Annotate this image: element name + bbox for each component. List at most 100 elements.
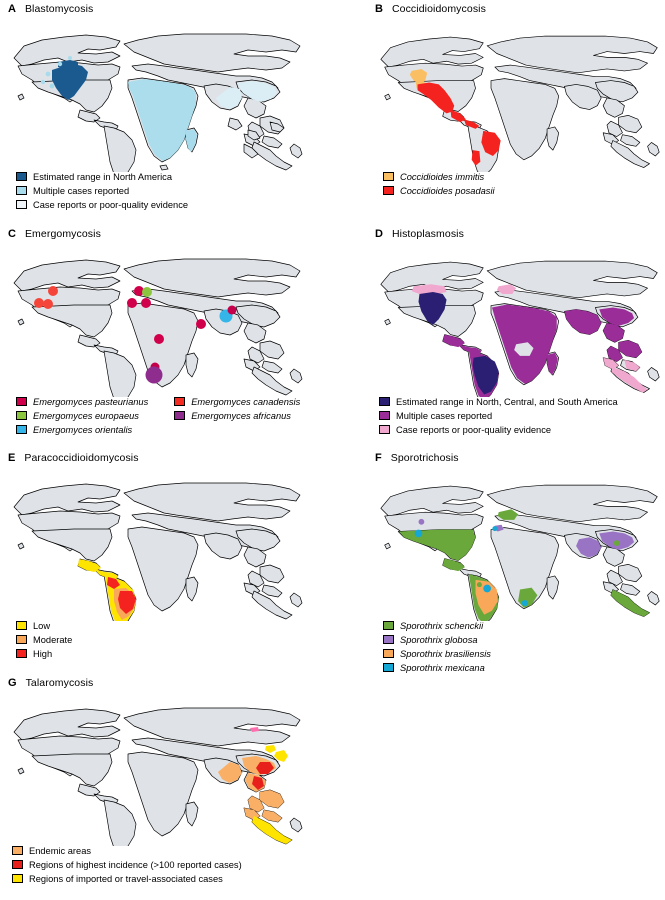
marker-south-africa-mexicana	[521, 599, 528, 607]
legend-swatch	[16, 172, 27, 181]
panel-B-map	[375, 22, 665, 172]
panel-A-letter: A	[8, 3, 16, 15]
legend-item: Emergomyces orientalis	[16, 423, 148, 436]
panel-C-title: Emergomycosis	[24, 228, 101, 240]
legend-swatch	[379, 397, 390, 406]
panel-G-letter: G	[8, 677, 17, 689]
region-case-reports	[411, 284, 648, 393]
legend-item: Regions of imported or travel-associated…	[12, 872, 242, 885]
panel-A-title: Blastomycosis	[24, 3, 94, 15]
legend-swatch	[12, 874, 23, 883]
marker-germany-europaeus	[142, 287, 152, 297]
marker-spain-pasteurianus	[127, 298, 137, 308]
panel-D-histoplasmosis: D Histoplasmosis	[375, 228, 665, 435]
region-russia-marker	[250, 727, 259, 732]
legend-swatch	[16, 635, 27, 644]
panel-D-title: Histoplasmosis	[391, 228, 464, 240]
panel-F-map	[375, 471, 665, 621]
region-brazil-high	[118, 591, 136, 614]
panel-G-header: G Talaromycosis	[8, 678, 308, 692]
panel-C-legend-column-2: Emergomyces canadensis Emergomyces afric…	[174, 395, 300, 437]
legend-swatch	[383, 621, 394, 630]
marker-europe-mexicana	[492, 526, 498, 532]
legend-swatch	[12, 846, 23, 855]
panel-E-header: E Paracoccidioidomycosis	[8, 453, 308, 467]
region-india-case-reports	[216, 81, 277, 109]
panel-F-sporotrichosis: F Sporotrichosis	[375, 452, 665, 673]
panel-C-header: C Emergomycosis	[8, 229, 308, 243]
panel-B-header: B Coccidioidomycosis	[375, 4, 665, 18]
marker-south-africa-africanus	[145, 366, 163, 384]
legend-label: Sporothrix globosa	[400, 634, 478, 645]
legend-item: Endemic areas	[12, 844, 242, 857]
legend-swatch	[383, 649, 394, 658]
legend-item: Regions of highest incidence (>100 repor…	[12, 858, 242, 871]
panel-E-title: Paracoccidioidomycosis	[24, 452, 139, 464]
panel-D-legend: Estimated range in North, Central, and S…	[379, 395, 618, 437]
panel-A-header: A Blastomycosis	[8, 4, 308, 18]
region-globosa	[418, 518, 635, 558]
legend-label: Regions of imported or travel-associated…	[29, 873, 223, 884]
region-estimated-range	[418, 292, 499, 395]
legend-swatch	[383, 186, 394, 195]
legend-item: Sporothrix globosa	[383, 633, 491, 646]
legend-swatch	[174, 411, 186, 420]
legend-label: Emergomyces orientalis	[33, 424, 133, 435]
legend-label: Multiple cases reported	[33, 185, 130, 196]
legend-label: Emergomyces canadensis	[191, 396, 301, 407]
legend-item: High	[16, 647, 72, 660]
panel-B-title: Coccidioidomycosis	[391, 3, 486, 15]
legend-swatch	[16, 425, 27, 434]
marker-uk-pasteurianus	[134, 286, 144, 296]
base-landmass	[380, 35, 660, 172]
marker-brazil-mexicana	[483, 584, 491, 593]
panel-E-map	[8, 471, 308, 621]
panel-E-letter: E	[8, 452, 16, 464]
panel-C-legend: Emergomyces pasteurianus Emergomyces eur…	[16, 395, 300, 437]
legend-label: Emergomyces europaeus	[33, 410, 139, 421]
panel-C-letter: C	[8, 228, 16, 240]
panel-G-talaromycosis: G Talaromycosis	[8, 678, 308, 884]
panel-G-title: Talaromycosis	[25, 677, 94, 689]
region-southeast-asia-endemic	[218, 756, 284, 822]
legend-item: Sporothrix schenckii	[383, 619, 491, 632]
region-brasiliensis	[475, 579, 498, 615]
panel-E-paracoccidioidomycosis: E Paracoccidioidomycosis	[8, 453, 308, 659]
panel-B-letter: B	[375, 3, 383, 15]
legend-label: Sporothrix brasiliensis	[400, 648, 491, 659]
legend-label: Emergomyces africanus	[191, 410, 291, 421]
legend-swatch	[16, 649, 27, 658]
legend-item: Coccidioides immitis	[383, 170, 495, 183]
panel-F-title: Sporotrichosis	[390, 452, 459, 464]
legend-item: Emergomyces canadensis	[174, 395, 300, 408]
legend-label: Sporothrix mexicana	[400, 662, 485, 673]
panel-A-legend: Estimated range in North America Multipl…	[16, 170, 188, 212]
region-brazil-posadasii	[481, 130, 501, 156]
legend-item: Sporothrix brasiliensis	[383, 647, 491, 660]
legend-item: Multiple cases reported	[379, 409, 618, 422]
legend-swatch	[16, 186, 27, 195]
marker-india-pasteurianus	[196, 319, 206, 329]
panel-C-legend-column-1: Emergomyces pasteurianus Emergomyces eur…	[16, 395, 148, 437]
region-mexicana	[414, 526, 528, 607]
legend-swatch	[383, 172, 394, 181]
legend-item: Moderate	[16, 633, 72, 646]
legend-label: Case reports or poor-quality evidence	[396, 424, 552, 435]
legend-label: Multiple cases reported	[396, 410, 493, 421]
marker-us-central-canadensis	[43, 299, 53, 309]
legend-label: Endemic areas	[29, 845, 92, 856]
panel-A-map	[8, 22, 308, 172]
region-multiple-cases	[442, 304, 642, 397]
panel-E-legend: Low Moderate High	[16, 619, 72, 661]
legend-item: Case reports or poor-quality evidence	[16, 198, 188, 211]
marker-canada-canadensis	[48, 286, 58, 296]
legend-label: Emergomyces pasteurianus	[33, 396, 149, 407]
legend-swatch	[174, 397, 186, 406]
region-highest-incidence	[252, 762, 274, 790]
legend-label: Regions of highest incidence (>100 repor…	[29, 859, 242, 870]
legend-label: Coccidioides posadasii	[400, 185, 495, 196]
legend-item: Coccidioides posadasii	[383, 184, 495, 197]
legend-label: High	[33, 648, 53, 659]
emergomycosis-markers	[34, 286, 237, 384]
